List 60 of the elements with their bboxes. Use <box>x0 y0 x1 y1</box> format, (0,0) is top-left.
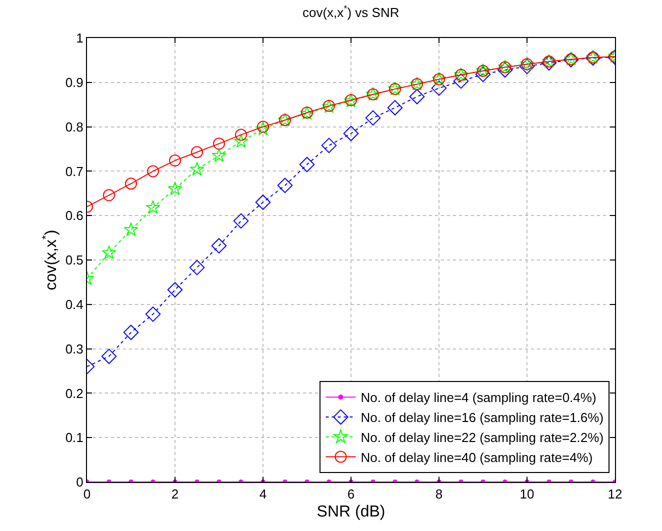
legend-label: No. of delay line=40 (sampling rate=4%) <box>360 450 593 465</box>
point <box>102 245 116 260</box>
point <box>125 178 137 190</box>
point <box>343 126 359 142</box>
x-tick-label: 12 <box>608 486 622 502</box>
point <box>168 181 182 196</box>
y-tick-label: 0.7 <box>65 164 84 179</box>
point <box>234 134 248 148</box>
y-tick-label: 1 <box>76 30 84 46</box>
x-tick-label: 8 <box>435 486 443 502</box>
y-tick-label: 0.1 <box>65 430 84 446</box>
x-tick-label: 6 <box>347 486 355 502</box>
point <box>191 146 203 158</box>
point <box>233 213 249 229</box>
point <box>124 222 138 236</box>
y-tick-label: 0.2 <box>65 386 84 401</box>
point <box>213 138 225 150</box>
point <box>387 100 403 116</box>
point <box>147 165 159 178</box>
point <box>277 178 293 194</box>
point <box>189 260 205 276</box>
y-tick-label: 0.9 <box>65 74 84 90</box>
point <box>409 88 425 104</box>
point <box>190 162 204 176</box>
y-tick-label: 0.5 <box>65 252 84 268</box>
point <box>235 128 247 141</box>
x-tick-label: 2 <box>171 486 179 502</box>
point <box>146 200 160 214</box>
point <box>365 110 381 126</box>
point <box>255 194 271 210</box>
y-tick-label: 0.6 <box>65 208 84 224</box>
point <box>299 156 315 172</box>
point <box>497 62 513 78</box>
point <box>519 58 535 74</box>
point <box>475 66 491 82</box>
point <box>101 348 117 364</box>
point <box>453 73 469 89</box>
x-tick-label: 4 <box>259 486 267 502</box>
point <box>431 80 447 96</box>
y-tick-label: 0.3 <box>65 341 84 356</box>
point <box>257 120 269 133</box>
legend-label: No. of delay line=22 (sampling rate=2.2%) <box>360 430 604 445</box>
x-axis-title: SNR (dB) <box>316 503 386 520</box>
point <box>541 55 557 71</box>
point <box>123 324 139 340</box>
x-tick-label: 10 <box>520 486 534 502</box>
chart-title: cov(x,x$^{*}$) vs SNR <box>302 4 400 20</box>
point <box>211 238 227 254</box>
y-tick-label: 0 <box>76 474 84 490</box>
point <box>167 282 183 298</box>
point <box>212 148 226 162</box>
point <box>321 138 337 154</box>
y-tick-label: 0.8 <box>65 119 84 134</box>
y-tick-label: 0.4 <box>65 296 84 312</box>
legend-label: No. of delay line=4 (sampling rate=0.4%) <box>360 390 596 406</box>
point <box>256 122 270 136</box>
point <box>103 189 115 202</box>
point <box>169 154 181 167</box>
legend-label: No. of delay line=16 (sampling rate=1.6%) <box>360 410 604 426</box>
point <box>145 306 161 322</box>
